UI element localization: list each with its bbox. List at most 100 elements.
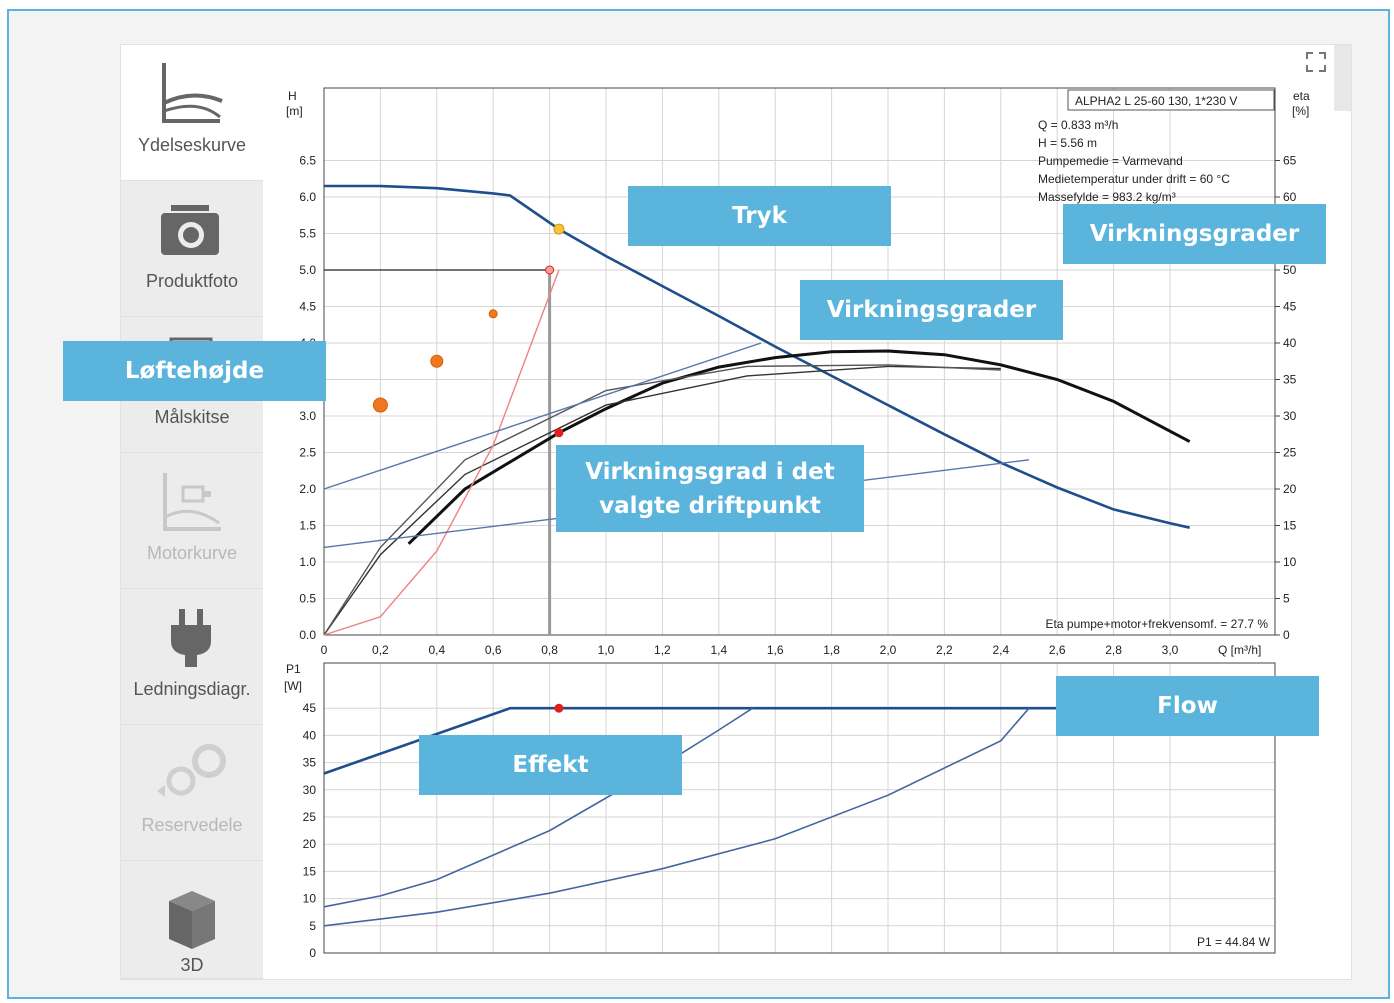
p1-tick-label: 5	[309, 919, 316, 933]
sidebar-item-ledningsdiagr[interactable]: Ledningsdiagr.	[121, 589, 263, 725]
q-axis-title: Q [m³/h]	[1218, 643, 1261, 657]
callout-loftehojde: Løftehøjde	[63, 341, 326, 401]
callout-effekt: Effekt	[419, 735, 682, 795]
cube-3d-icon	[169, 891, 215, 949]
eta-tick-label: 65	[1283, 154, 1297, 168]
sidebar: Ydelseskurve Produktfoto Målskitse Motor…	[121, 45, 263, 979]
efficiency-curve-line	[407, 349, 1191, 545]
data-point-marker	[488, 309, 498, 319]
sidebar-item-label: Målskitse	[154, 407, 230, 427]
callout-tryk: Tryk	[628, 186, 891, 246]
x-tick-label: 2,8	[1105, 643, 1122, 657]
callout-virkningsgrader-right: Virkningsgrader	[1063, 204, 1326, 264]
sidebar-item-label: 3D	[180, 955, 204, 975]
p1-tick-label: 35	[303, 756, 317, 770]
x-tick-label: 3,0	[1162, 643, 1179, 657]
x-tick-label: 1,8	[823, 643, 840, 657]
h-tick-label: 6.5	[299, 154, 316, 168]
h-tick-label: 6.0	[299, 190, 316, 204]
system-curve-line	[323, 269, 560, 636]
operating-point-marker	[553, 223, 565, 235]
h-tick-label: 2.0	[299, 482, 316, 496]
eta-tick-label: 15	[1283, 519, 1297, 533]
x-tick-label: 0,4	[428, 643, 445, 657]
h-tick-label: 4.5	[299, 300, 316, 314]
x-tick-label: 0,6	[485, 643, 502, 657]
eta-tick-label: 30	[1283, 409, 1297, 423]
fullscreen-icon[interactable]	[1305, 51, 1327, 73]
sidebar-item-label: Produktfoto	[145, 271, 239, 291]
p1-tick-label: 15	[303, 864, 317, 878]
series-layer	[323, 184, 1191, 927]
pump-name-box	[1067, 89, 1275, 111]
callout-virkningsgrader-mid: Virkningsgrader	[800, 280, 1063, 340]
eta-tick-label: 5	[1283, 592, 1290, 606]
p1-axis-unit: [W]	[284, 679, 302, 693]
x-tick-label: 1,0	[598, 643, 615, 657]
sidebar-item-3d[interactable]: 3D	[121, 861, 263, 979]
x-tick-label: 2,6	[1049, 643, 1066, 657]
p1-tick-label: 25	[303, 810, 317, 824]
p1-note: P1 = 44.84 W	[1197, 935, 1271, 949]
x-tick-label: 1,4	[710, 643, 727, 657]
h-tick-label: 1.5	[299, 519, 316, 533]
eta-tick-label: 20	[1283, 482, 1297, 496]
eta-tick-label: 0	[1283, 628, 1290, 642]
callout-virkningsgrad-driftpunkt: Virkningsgrad i det valgte driftpunkt	[556, 445, 864, 532]
info-q: Q = 0.833 m³/h	[1038, 118, 1118, 132]
x-tick-label: 2,2	[936, 643, 953, 657]
p1-tick-label: 10	[303, 892, 317, 906]
x-tick-label: 0,8	[541, 643, 558, 657]
sidebar-item-motorkurve[interactable]: Motorkurve	[121, 453, 263, 589]
eta-tick-label: 40	[1283, 336, 1297, 350]
h-tick-label: 2.5	[299, 446, 316, 460]
sidebar-item-label: Ledningsdiagr.	[133, 679, 251, 699]
x-tick-label: 2,4	[992, 643, 1009, 657]
camera-icon	[161, 205, 219, 255]
p1-axis-title: P1	[286, 662, 301, 676]
upper-plot-frame	[323, 87, 1276, 636]
h-tick-label: 5.5	[299, 227, 316, 241]
power-affinity-line	[323, 707, 1030, 927]
scrollbar[interactable]	[1334, 45, 1351, 111]
affinity-line	[323, 342, 762, 490]
eta-note: Eta pumpe+motor+frekvensomf. = 27.7 %	[1046, 617, 1269, 631]
h-axis-title: H	[288, 89, 297, 103]
info-h: H = 5.56 m	[1038, 136, 1097, 150]
eta-tick-label: 50	[1283, 263, 1297, 277]
power-affinity-line	[323, 707, 754, 908]
eta-tick-label: 35	[1283, 373, 1297, 387]
h-axis-unit: [m]	[286, 104, 303, 118]
h-tick-label: 0.0	[299, 628, 316, 642]
data-point-marker	[430, 354, 444, 368]
eta-tick-label: 10	[1283, 555, 1297, 569]
sidebar-item-label: Motorkurve	[146, 543, 238, 563]
h-tick-label: 0.5	[299, 592, 316, 606]
h-tick-label: 3.0	[299, 409, 316, 423]
info-density: Massefylde = 983.2 kg/m³	[1038, 190, 1176, 204]
data-point-marker	[372, 397, 388, 413]
eta-tick-label: 60	[1283, 190, 1297, 204]
callout-flow: Flow	[1056, 676, 1319, 736]
pump-curve-line	[324, 184, 1190, 529]
efficiency-curve-line	[323, 365, 1001, 636]
efficiency-curve-line	[323, 364, 1001, 636]
eta-axis-unit: [%]	[1292, 104, 1309, 118]
sidebar-item-ydelseskurve[interactable]: Ydelseskurve	[121, 45, 263, 181]
sidebar-item-label: Reservedele	[141, 815, 243, 835]
efficiency-point-marker	[554, 428, 564, 438]
p1-tick-label: 45	[303, 701, 317, 715]
upper-grid	[323, 88, 1275, 636]
p1-tick-label: 0	[309, 946, 316, 960]
plug-icon	[171, 609, 211, 667]
h-tick-label: 5.0	[299, 263, 316, 277]
duty-point-marker	[545, 265, 555, 275]
eta-axis-title: eta	[1293, 89, 1310, 103]
sidebar-item-label: Ydelseskurve	[137, 135, 247, 155]
sidebar-item-reservedele[interactable]: Reservedele	[121, 725, 263, 861]
sidebar-item-produktfoto[interactable]: Produktfoto	[121, 181, 263, 317]
h-tick-label: 1.0	[299, 555, 316, 569]
performance-curve-icon	[162, 63, 223, 123]
x-tick-label: 0,2	[372, 643, 389, 657]
spare-parts-icon	[157, 744, 226, 797]
